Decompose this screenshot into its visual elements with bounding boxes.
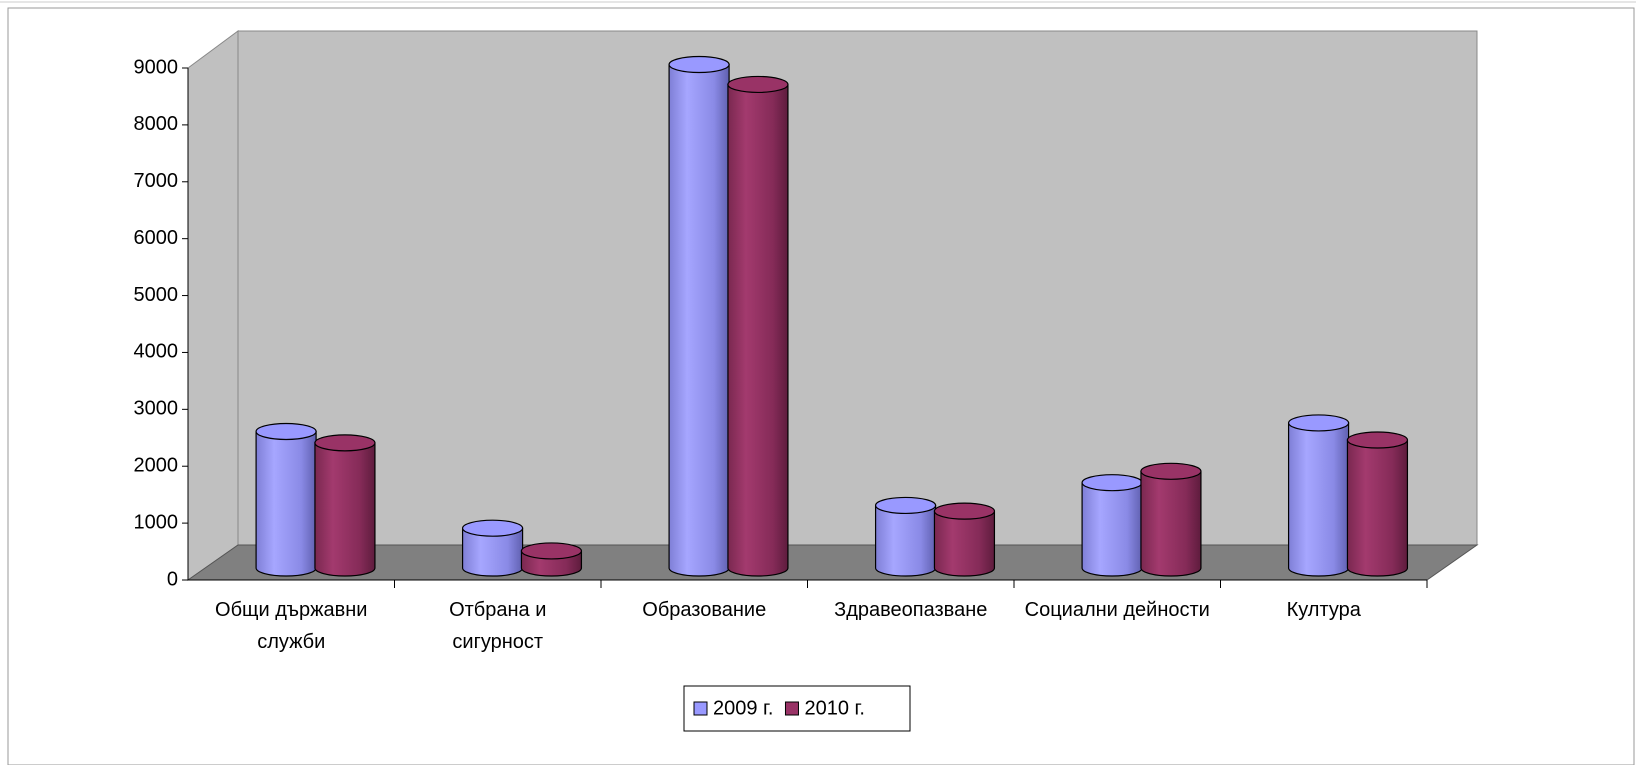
cylinder-body xyxy=(727,83,789,577)
cylinder xyxy=(520,542,583,577)
cylinder-body xyxy=(1081,482,1143,577)
floor xyxy=(186,544,1479,581)
cylinder-body xyxy=(1287,422,1350,577)
cylinder-body xyxy=(255,430,317,577)
cylinder-top xyxy=(1346,431,1409,449)
cylinder-top xyxy=(1287,414,1350,432)
y-tick-label: 4000 xyxy=(134,341,179,363)
cylinder-top xyxy=(1081,474,1143,492)
cylinder xyxy=(1287,414,1350,577)
cylinder-body xyxy=(874,504,937,577)
cylinder-top xyxy=(1140,462,1202,480)
cylinder-top xyxy=(520,542,583,560)
cylinder-top xyxy=(933,502,996,520)
cylinder xyxy=(874,496,937,577)
y-tick-label: 0 xyxy=(167,568,178,590)
y-tick-label: 9000 xyxy=(134,56,179,78)
cylinder xyxy=(727,75,789,577)
legend-swatch xyxy=(784,701,799,716)
cylinder-top xyxy=(314,434,376,452)
y-tick-label: 6000 xyxy=(134,227,179,249)
y-tick-label: 1000 xyxy=(134,511,179,533)
y-tick-label: 2000 xyxy=(134,455,179,477)
x-tick-label: Отбрана и сигурност xyxy=(449,599,547,653)
legend-swatch xyxy=(693,701,708,716)
cylinder xyxy=(461,519,524,577)
cylinder xyxy=(255,422,317,577)
cylinder-body xyxy=(933,510,996,577)
x-tick-label: Общи държавни служби xyxy=(215,599,368,653)
cylinder-top xyxy=(461,519,524,537)
y-tick-label: 7000 xyxy=(134,170,179,192)
y-tick-label: 3000 xyxy=(134,398,179,420)
cylinder xyxy=(1140,462,1202,577)
y-tick-label: 5000 xyxy=(134,284,179,306)
cylinder xyxy=(668,55,730,577)
legend-label: 2010 г. xyxy=(804,697,864,719)
cylinder-top xyxy=(727,75,789,94)
cylinder-top xyxy=(874,496,937,515)
cylinder xyxy=(1346,431,1409,577)
x-tick-label: Образование xyxy=(642,599,767,621)
cylinder-body xyxy=(668,63,730,577)
legend-label: 2009 г. xyxy=(713,697,773,719)
cylinder-body xyxy=(314,442,376,577)
x-tick-label: Социални дейности xyxy=(1024,599,1210,621)
x-tick-label: Здравеопазване xyxy=(834,599,988,621)
cylinder xyxy=(1081,474,1143,577)
cylinder xyxy=(314,434,376,577)
x-tick-label: Култура xyxy=(1286,599,1361,621)
cylinder-top xyxy=(668,55,730,74)
cylinder-body xyxy=(1346,439,1409,577)
cylinder-body xyxy=(1140,470,1202,577)
y-tick-label: 8000 xyxy=(134,113,179,135)
cylinder xyxy=(933,502,996,577)
side-wall xyxy=(187,30,239,581)
cylinder-top xyxy=(255,422,317,441)
